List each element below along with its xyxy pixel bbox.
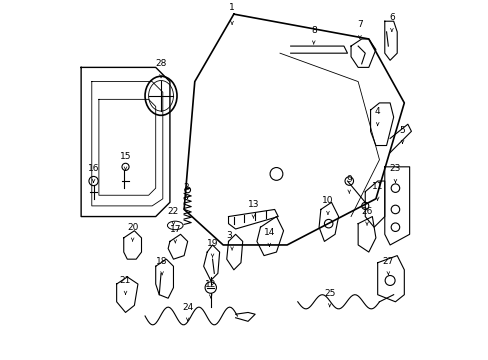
Text: 25: 25 [324,288,335,297]
Text: 12: 12 [204,280,216,289]
Text: 11: 11 [371,182,383,191]
Text: 8: 8 [310,26,316,35]
Text: 10: 10 [322,196,333,205]
Circle shape [324,219,332,228]
Text: 21: 21 [120,276,131,285]
Text: 23: 23 [389,164,400,173]
Circle shape [184,187,190,193]
Text: 5: 5 [399,126,405,135]
Text: 4: 4 [374,107,380,116]
Text: 28: 28 [155,59,166,68]
Circle shape [122,163,129,170]
Ellipse shape [167,221,183,230]
Circle shape [390,223,399,231]
Text: 26: 26 [361,207,372,216]
Ellipse shape [148,81,173,111]
Text: 9: 9 [346,175,351,184]
Text: 6: 6 [388,13,394,22]
Text: 7: 7 [356,20,362,29]
Text: 16: 16 [88,164,99,173]
Ellipse shape [145,76,177,115]
Text: 14: 14 [263,228,274,237]
Text: 19: 19 [206,239,218,248]
Text: 24: 24 [182,303,193,312]
Circle shape [345,177,353,185]
Text: 15: 15 [120,152,131,161]
Text: 17: 17 [169,225,181,234]
Text: 27: 27 [382,257,393,266]
Circle shape [204,282,216,293]
Circle shape [269,167,282,180]
Circle shape [89,176,98,186]
Text: 2: 2 [183,183,188,192]
Circle shape [385,275,394,285]
Circle shape [390,205,399,214]
Text: 3: 3 [226,231,232,240]
Circle shape [390,184,399,192]
Text: 1: 1 [229,3,234,12]
Text: 18: 18 [156,257,167,266]
Text: 22: 22 [167,207,179,216]
Text: 20: 20 [127,223,138,232]
Circle shape [361,202,368,210]
Text: 13: 13 [247,200,259,209]
